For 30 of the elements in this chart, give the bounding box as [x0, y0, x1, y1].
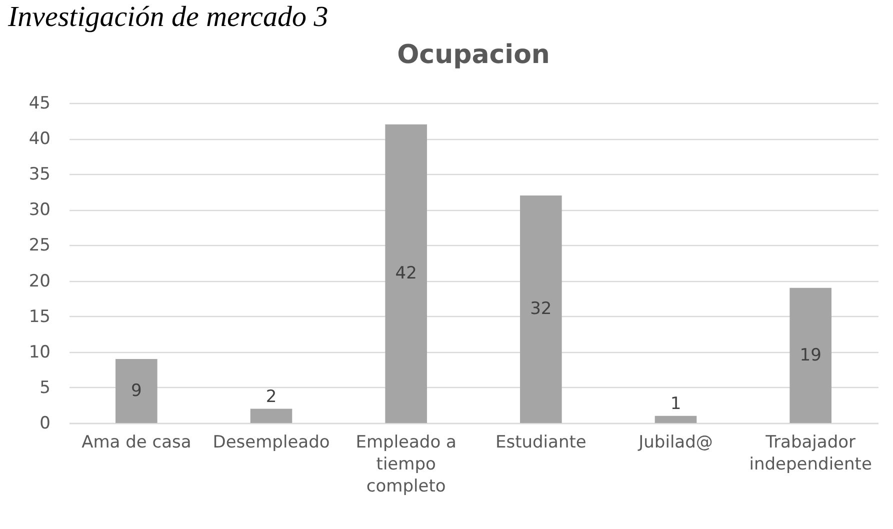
x-tick-label: Desempleado: [212, 432, 330, 452]
x-tick-label: Jubilad@: [638, 432, 713, 452]
y-tick-label: 0: [40, 414, 50, 434]
bar: [385, 124, 427, 423]
y-tick-label: 15: [28, 306, 50, 327]
x-tick-label: Trabajador independiente: [749, 432, 872, 474]
data-label: 32: [530, 299, 552, 320]
data-label: 19: [800, 345, 822, 366]
y-tick-label: 35: [28, 164, 50, 185]
bar: [790, 288, 832, 423]
y-tick-label: 20: [28, 271, 50, 292]
bar: [654, 416, 697, 423]
y-tick-label: 45: [28, 94, 50, 114]
data-label: 1: [670, 394, 682, 414]
data-label: 9: [131, 381, 142, 401]
y-tick-label: 25: [28, 236, 50, 256]
data-label: 42: [395, 264, 417, 284]
data-label: 2: [266, 386, 277, 407]
bar: [116, 359, 158, 423]
bar: [520, 195, 562, 423]
chart-title: Ocupacion: [397, 40, 550, 70]
text: Investigación de mercado 3: [7, 1, 328, 33]
y-tick-label: 40: [28, 129, 50, 150]
x-tick-label: Ama de casa: [82, 432, 192, 452]
y-tick-label: 5: [40, 378, 50, 398]
bar: [250, 408, 292, 423]
y-tick-label: 10: [28, 342, 50, 362]
x-tick-label: Empleado a tiempo completo: [356, 432, 456, 496]
y-tick-label: 30: [28, 200, 50, 220]
x-tick-label: Estudiante: [495, 432, 586, 452]
